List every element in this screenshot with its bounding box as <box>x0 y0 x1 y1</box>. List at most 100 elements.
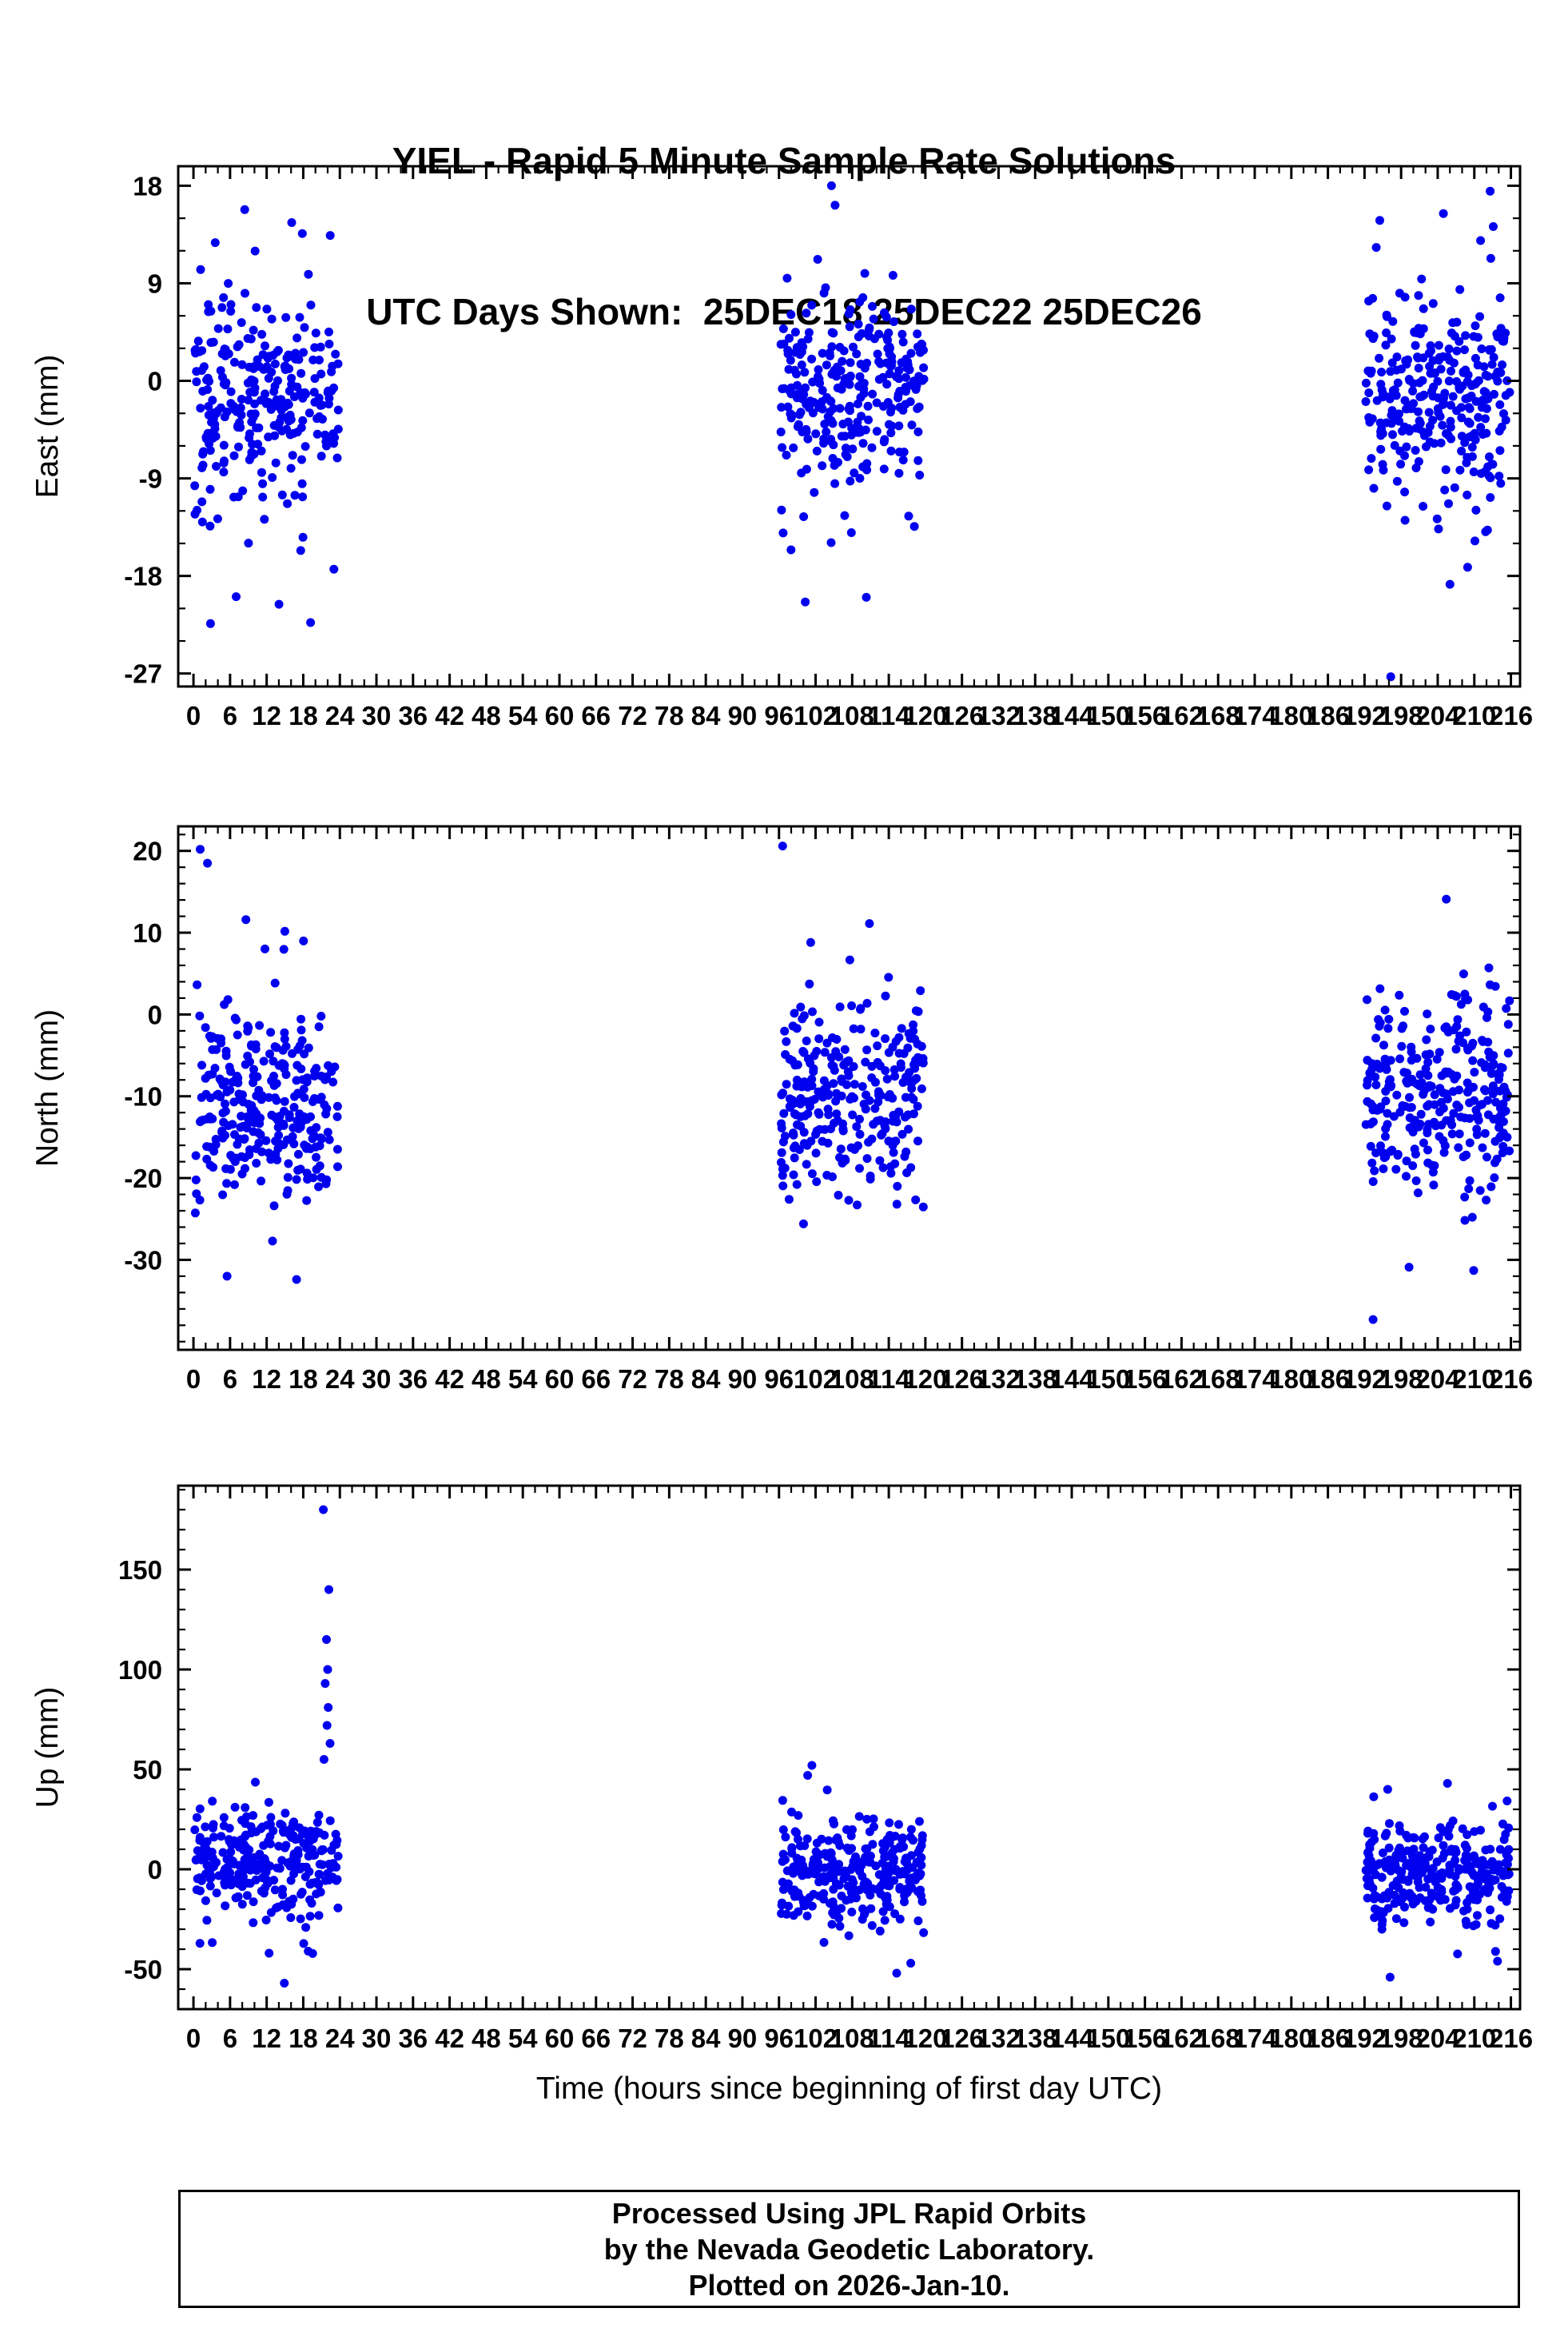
data-point <box>261 1867 271 1876</box>
data-point <box>209 1862 218 1872</box>
data-point <box>226 307 236 316</box>
data-point <box>1419 1843 1428 1853</box>
data-point <box>878 372 888 382</box>
data-point <box>854 320 863 329</box>
data-point <box>249 1897 258 1907</box>
data-point <box>866 1174 875 1184</box>
data-point <box>257 446 266 456</box>
data-point <box>897 1024 906 1033</box>
x-tick-label: 162 <box>1160 701 1204 730</box>
x-tick-label: 144 <box>1050 1364 1095 1394</box>
data-point <box>777 1119 786 1128</box>
data-point <box>873 1041 882 1051</box>
data-point <box>284 1159 293 1168</box>
data-point <box>1486 253 1495 263</box>
data-point <box>842 452 852 461</box>
data-point <box>835 1921 845 1931</box>
data-point <box>244 1100 253 1109</box>
data-point <box>849 1888 858 1898</box>
y-tick-label: 0 <box>148 367 162 396</box>
data-point <box>849 1062 858 1071</box>
data-point <box>1447 1070 1457 1079</box>
data-point <box>840 432 850 441</box>
data-point <box>300 1049 309 1059</box>
x-tick-label: 24 <box>325 1364 355 1394</box>
data-point <box>1407 1103 1416 1112</box>
data-point <box>778 443 787 452</box>
data-point <box>856 392 866 402</box>
data-point <box>316 400 325 410</box>
data-point <box>198 460 208 470</box>
data-point <box>822 1038 832 1048</box>
data-point <box>270 1093 280 1103</box>
data-point <box>1387 419 1396 428</box>
data-point <box>1486 493 1495 502</box>
data-point <box>842 1896 851 1905</box>
data-point <box>245 1845 254 1855</box>
data-point <box>855 297 865 307</box>
data-point <box>909 1095 918 1104</box>
data-point <box>1368 293 1378 303</box>
data-point <box>1387 358 1397 368</box>
data-point <box>863 1856 873 1865</box>
data-point <box>1463 393 1473 403</box>
data-point <box>789 443 798 452</box>
data-point <box>229 451 239 460</box>
data-point <box>828 368 838 378</box>
data-point <box>813 255 822 264</box>
data-point <box>1404 375 1414 384</box>
data-point <box>913 1101 922 1111</box>
data-point <box>1400 1006 1409 1016</box>
data-point <box>1425 1847 1435 1856</box>
data-point <box>197 517 207 527</box>
data-point <box>785 1094 794 1104</box>
data-point <box>890 1909 900 1919</box>
data-point <box>270 1885 280 1895</box>
data-point-outlier <box>319 1755 328 1764</box>
data-point <box>1440 388 1450 398</box>
data-point <box>825 1870 834 1880</box>
data-point <box>1368 1177 1378 1186</box>
x-tick-label: 72 <box>618 701 647 730</box>
data-point <box>195 1873 205 1883</box>
data-point <box>300 442 310 452</box>
data-point <box>849 1024 858 1033</box>
data-point <box>316 1092 326 1102</box>
data-point <box>1420 1896 1430 1905</box>
data-point <box>858 1082 867 1091</box>
data-point <box>191 1856 201 1864</box>
data-point <box>199 362 209 372</box>
data-point <box>244 539 253 548</box>
data-point <box>876 1889 885 1899</box>
x-tick-label: 108 <box>830 1364 874 1394</box>
data-point <box>214 1871 224 1880</box>
data-point <box>1456 1112 1466 1122</box>
x-tick-label: 42 <box>435 1364 464 1394</box>
data-point <box>1426 1917 1435 1927</box>
data-point <box>1391 1914 1401 1924</box>
data-point <box>1434 408 1443 417</box>
data-point <box>241 1060 250 1069</box>
data-point <box>235 1095 245 1104</box>
data-point <box>874 329 884 339</box>
data-point-outlier <box>324 1585 333 1594</box>
data-point <box>225 1062 234 1072</box>
data-point <box>913 1916 923 1925</box>
data-point <box>792 1828 801 1837</box>
plot-frame <box>177 165 1522 688</box>
data-point <box>1448 392 1458 401</box>
data-point <box>1408 1128 1418 1136</box>
data-point-outlier <box>306 618 316 627</box>
data-point <box>893 393 903 403</box>
data-point <box>870 1029 880 1038</box>
data-point <box>1470 321 1480 331</box>
data-point <box>1450 991 1459 1001</box>
y-axis-label: Up (mm) <box>30 1687 65 1809</box>
data-point <box>275 1117 285 1127</box>
data-point <box>252 1091 261 1100</box>
data-point <box>193 1846 202 1856</box>
y-tick-label: 50 <box>133 1755 162 1785</box>
data-point <box>894 421 904 431</box>
data-point <box>1377 1872 1387 1882</box>
data-point <box>913 456 923 465</box>
